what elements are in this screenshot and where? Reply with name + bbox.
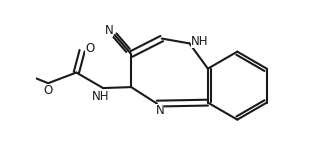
Text: NH: NH xyxy=(92,90,110,103)
Text: N: N xyxy=(156,104,164,117)
Text: O: O xyxy=(85,42,94,55)
Text: NH: NH xyxy=(191,35,209,48)
Text: O: O xyxy=(43,85,52,97)
Text: N: N xyxy=(105,24,113,37)
